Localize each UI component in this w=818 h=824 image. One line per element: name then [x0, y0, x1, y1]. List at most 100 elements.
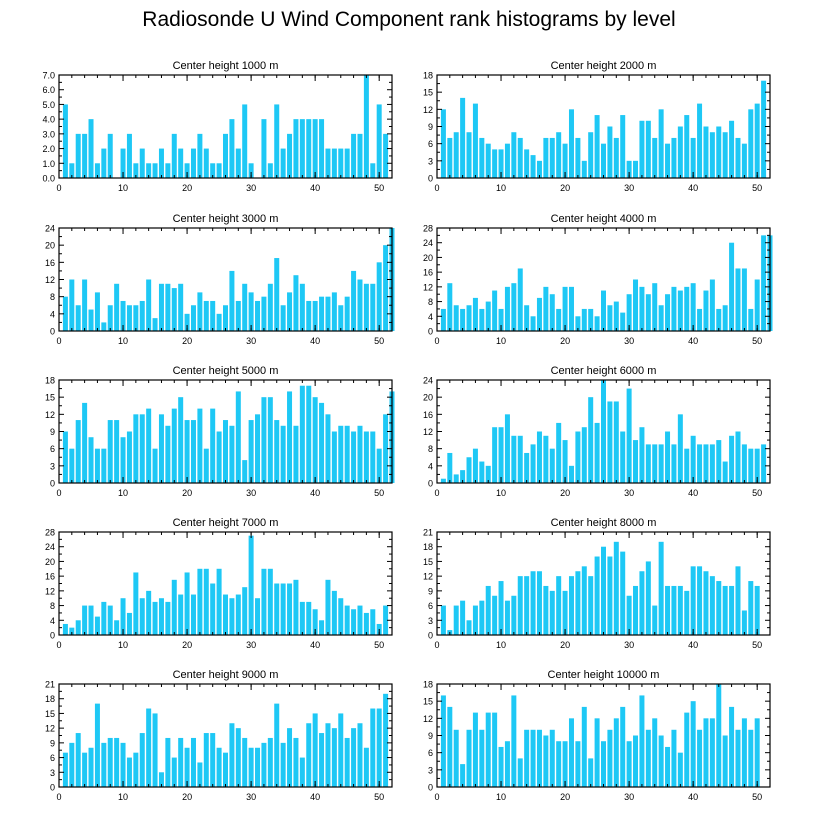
bar	[690, 566, 696, 635]
bar	[645, 561, 651, 635]
bar	[88, 747, 94, 787]
bar	[729, 706, 735, 787]
bar	[344, 737, 350, 787]
bar	[543, 585, 549, 635]
x-tick-label: 20	[560, 336, 570, 346]
y-tick-label: 7.0	[42, 71, 55, 81]
chart-title: Radiosonde U Wind Component rank histogr…	[142, 8, 676, 31]
bar	[223, 420, 228, 483]
bar	[453, 729, 459, 787]
bar	[370, 609, 376, 635]
bar	[139, 300, 145, 331]
bar	[703, 290, 709, 331]
x-tick-label: 50	[374, 336, 384, 346]
bar	[601, 143, 606, 178]
bar	[120, 148, 126, 178]
bar	[626, 595, 632, 635]
bar	[530, 316, 536, 331]
bar	[549, 729, 555, 787]
bar	[460, 97, 466, 178]
bar	[274, 420, 280, 483]
bar	[383, 605, 389, 635]
x-tick-label: 10	[496, 792, 506, 802]
bar	[383, 693, 389, 787]
bar	[306, 119, 312, 178]
bar	[639, 427, 645, 483]
bar	[101, 448, 107, 483]
bar	[556, 308, 562, 331]
bar	[235, 391, 241, 483]
y-tick-label: 5.0	[42, 100, 55, 110]
bar	[280, 742, 286, 787]
bar	[588, 397, 594, 483]
y-tick-label: 4	[428, 461, 433, 471]
x-tick-label: 0	[434, 640, 439, 650]
y-tick-label: 0	[428, 174, 433, 184]
bar	[376, 448, 382, 483]
bar	[94, 448, 100, 483]
bar	[485, 585, 491, 635]
bar	[568, 718, 574, 787]
bar	[203, 448, 209, 483]
bar	[126, 612, 132, 635]
bar	[498, 149, 504, 178]
bar	[82, 402, 88, 483]
bar	[466, 620, 472, 635]
bar	[133, 752, 139, 787]
bar	[716, 308, 722, 331]
bar	[690, 283, 696, 331]
bar	[210, 163, 216, 178]
y-tick-label: 15	[423, 557, 433, 567]
y-tick-label: 12	[45, 410, 55, 420]
bar	[517, 137, 523, 178]
bar	[620, 312, 626, 331]
bar	[504, 286, 510, 331]
x-tick-label: 20	[182, 336, 192, 346]
bar	[511, 435, 517, 483]
y-tick-label: 12	[423, 282, 433, 292]
x-tick-label: 40	[310, 488, 320, 498]
bar	[107, 133, 113, 178]
bar	[639, 571, 645, 635]
bar	[146, 408, 152, 483]
bar	[126, 133, 132, 178]
bar	[107, 737, 113, 787]
x-tick-label: 0	[56, 183, 61, 193]
y-tick-label: 3	[50, 768, 55, 778]
x-tick-label: 40	[688, 640, 698, 650]
bar	[229, 598, 235, 635]
x-tick-label: 40	[688, 183, 698, 193]
bar	[607, 729, 613, 787]
bar	[267, 568, 273, 635]
bar	[697, 444, 703, 484]
bar	[504, 143, 510, 178]
bar	[761, 80, 767, 178]
y-tick-label: 9	[428, 731, 433, 741]
bar	[613, 137, 619, 178]
bar	[645, 120, 651, 178]
bar	[107, 305, 113, 331]
bar	[69, 627, 75, 635]
panel-title: Center height 10000 m	[548, 669, 660, 681]
bar	[722, 735, 728, 787]
bar	[171, 288, 177, 331]
bar	[594, 422, 600, 483]
bar	[88, 309, 94, 331]
bar	[376, 708, 382, 787]
bar	[139, 598, 145, 635]
bar	[588, 308, 594, 331]
bar	[158, 148, 164, 178]
bar	[248, 747, 254, 787]
bar	[287, 391, 293, 483]
panel-1: Center height 1000 m 0.0 1.0 2.0 3.0 4.0 5.0 6.…	[42, 60, 393, 193]
bar	[530, 444, 536, 484]
bar	[440, 308, 446, 331]
x-tick-label: 10	[118, 792, 128, 802]
bar	[376, 104, 382, 178]
bar	[748, 448, 754, 483]
bar	[754, 279, 760, 331]
bar	[594, 115, 600, 178]
bar	[235, 300, 241, 331]
bar	[498, 427, 504, 483]
bar	[267, 397, 273, 483]
